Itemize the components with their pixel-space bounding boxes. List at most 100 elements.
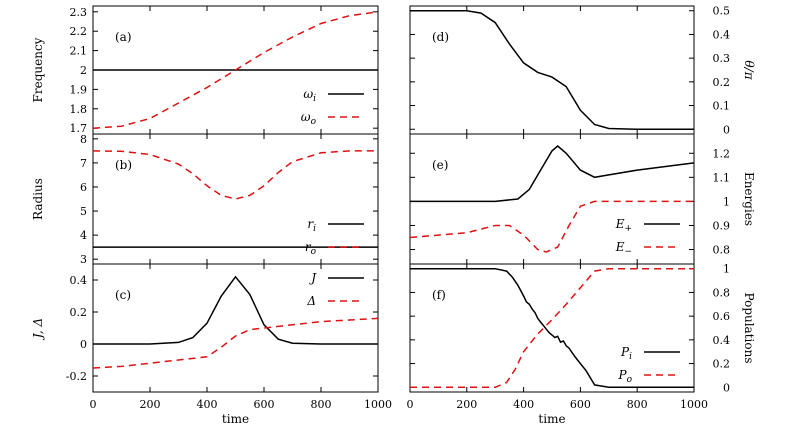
series-line-theta: [410, 9, 694, 131]
y-tick-label: 0.8: [713, 244, 731, 257]
legend-symbol: ω: [303, 87, 313, 101]
y-tick-label: 3: [80, 253, 87, 266]
y-tick-label: 0.4: [70, 274, 88, 287]
y-tick-label: 0.8: [713, 286, 731, 299]
legend-symbol: ω: [301, 110, 311, 124]
y-tick-label: 1: [723, 195, 730, 208]
x-tick-label: 600: [570, 398, 591, 411]
y-tick-label: 5: [80, 205, 87, 218]
panel-c: -0.2 0 0.2 0.4 0 200 400 600 800 1000 time J, Δ (c) J…: [31, 263, 392, 426]
y-tick-label: 7: [80, 157, 87, 170]
legend-label: J: [308, 271, 317, 285]
panel-label: (f): [432, 288, 446, 302]
legend: E+E−: [615, 217, 680, 257]
panel-f: 0 0.2 0.4 0.6 0.8 1 0 200 400 600 800 1000 time Popul…: [407, 263, 757, 426]
y-tick-label: 0.3: [713, 52, 731, 65]
panel-label: (d): [432, 30, 449, 44]
y-axis-label: Populations: [742, 293, 756, 364]
panel-label: (c): [115, 288, 131, 302]
series-line-J: [93, 275, 378, 345]
panel-label: (e): [432, 158, 448, 172]
y-tick-label: 0: [80, 338, 87, 351]
y-tick-label: 2.2: [70, 25, 88, 38]
y-tick-label: 1: [723, 263, 730, 276]
y-axis-label: Radius: [31, 178, 45, 220]
x-tick-label: 600: [254, 398, 275, 411]
legend-subscript: i: [313, 224, 316, 234]
y-tick-label: 1.9: [70, 83, 88, 96]
x-tick-label: 400: [197, 398, 218, 411]
legend-label: Pi: [620, 345, 632, 362]
legend-symbol: E: [615, 217, 625, 231]
y-tick-label: 0.2: [713, 358, 731, 371]
y-tick-label: 1.1: [713, 171, 731, 184]
legend-label: ωi: [303, 87, 316, 104]
series-line-P-o: [410, 267, 694, 389]
x-axis-label: time: [222, 412, 249, 426]
legend-subscript: o: [311, 247, 317, 257]
panel-label: (a): [115, 30, 132, 44]
y-tick-label: 2: [80, 64, 87, 77]
y-tick-label: 0.2: [70, 306, 88, 319]
legend-subscript: i: [313, 94, 316, 104]
x-tick-label: 200: [140, 398, 161, 411]
legend-label: ωo: [301, 110, 317, 127]
legend-subscript: +: [624, 224, 632, 234]
y-tick-label: 8: [80, 133, 87, 146]
panel-frame: [409, 5, 695, 135]
x-tick-label: 800: [627, 398, 648, 411]
legend: JΔ: [306, 271, 364, 308]
legend-subscript: i: [629, 352, 632, 362]
y-tick-label: 0.4: [713, 28, 731, 41]
series-line--: [92, 317, 379, 369]
x-axis-label: time: [538, 412, 565, 426]
y-tick-label: 0.1: [713, 100, 731, 113]
y-axis-label: J, Δ: [31, 318, 45, 341]
y-tick-label: -0.2: [66, 370, 87, 383]
y-tick-label: 0.6: [713, 310, 731, 323]
x-tick-label: 0: [407, 398, 414, 411]
legend-symbol: P: [618, 368, 628, 382]
legend-subscript: −: [624, 247, 632, 257]
x-tick-label: 800: [311, 398, 332, 411]
y-tick-label: 0: [723, 381, 730, 394]
y-tick-label: 0.4: [713, 334, 731, 347]
legend-symbol: r: [305, 240, 312, 254]
y-axis-label: Frequency: [31, 37, 45, 102]
y-tick-label: 2.3: [70, 6, 88, 19]
panel-frame: [92, 263, 379, 393]
legend-symbol: E: [615, 240, 625, 254]
legend-symbol: Δ: [306, 294, 316, 308]
series-line-E-: [409, 200, 694, 253]
legend-label: ro: [305, 240, 317, 257]
x-tick-label: 0: [90, 398, 97, 411]
legend-subscript: o: [311, 117, 317, 127]
y-axis-label: θ/π: [742, 60, 756, 80]
y-tick-label: 0: [723, 123, 730, 136]
legend: Pi Po: [618, 345, 680, 385]
legend-symbol: r: [307, 217, 314, 231]
y-tick-label: 6: [80, 181, 87, 194]
y-tick-label: 0.9: [713, 219, 731, 232]
legend-symbol: P: [620, 345, 630, 359]
panel-frame: [409, 263, 695, 393]
legend-symbol: J: [308, 271, 317, 285]
y-axis-label: Energies: [742, 172, 756, 226]
legend-label: E+: [615, 217, 632, 234]
series-line-P-i: [410, 267, 694, 389]
series-line--o: [92, 11, 379, 129]
y-tick-label: 1.2: [713, 147, 731, 160]
y-tick-label: 0.2: [713, 76, 731, 89]
legend-label: Po: [618, 368, 633, 385]
y-tick-label: 1.7: [70, 122, 88, 135]
series-line-r-o: [92, 150, 378, 200]
x-tick-label: 1000: [364, 398, 392, 411]
y-tick-label: 4: [80, 229, 87, 242]
x-tick-label: 400: [513, 398, 534, 411]
panel-frame: [409, 133, 695, 265]
legend-label: ri: [307, 217, 316, 234]
